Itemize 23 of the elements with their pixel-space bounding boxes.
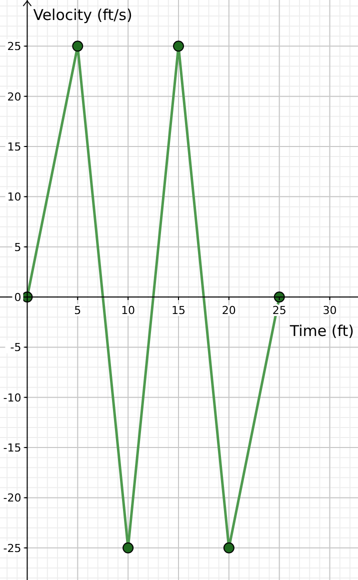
y-tick-label: -15	[3, 442, 22, 455]
y-tick-label: -5	[10, 341, 22, 354]
y-tick-label: 0	[14, 291, 22, 304]
point	[122, 542, 134, 554]
y-tick-label: 20	[7, 90, 22, 104]
x-tick-label: 30	[322, 304, 337, 318]
y-tick-label: 5	[14, 240, 22, 254]
y-axis-title: Velocity (ft/s)	[33, 6, 132, 24]
point	[223, 542, 234, 554]
x-tick-label: 15	[171, 304, 186, 318]
point	[72, 40, 84, 52]
x-tick-label: 20	[222, 304, 236, 318]
y-tick-label: 25	[7, 40, 22, 54]
x-axis-title: Time (ft)	[288, 322, 354, 340]
point	[274, 292, 285, 303]
y-tick-label: -10	[3, 391, 22, 404]
y-tick-label: 15	[7, 140, 22, 154]
point	[172, 40, 184, 52]
y-tick-label: -20	[3, 492, 22, 505]
y-tick-label: 10	[7, 190, 22, 204]
y-tick-label: -25	[3, 542, 22, 555]
x-tick-label: 5	[74, 304, 82, 318]
x-tick-label: 10	[121, 304, 136, 318]
